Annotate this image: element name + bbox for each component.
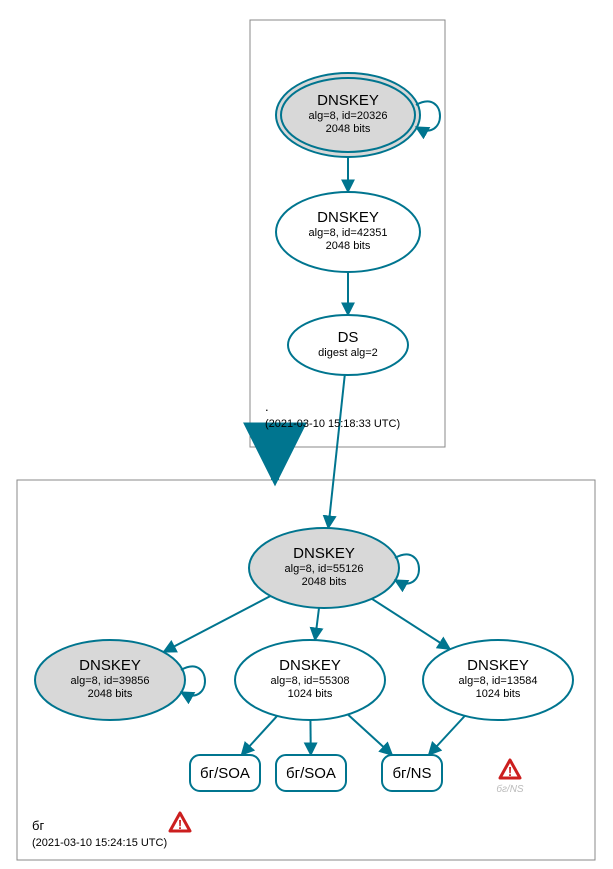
node-line2: alg=8, id=55308	[271, 675, 350, 687]
node-line2: alg=8, id=55126	[285, 563, 364, 575]
warning-mark: !	[178, 817, 182, 832]
node-line2: digest alg=2	[318, 347, 378, 359]
edge-zsk_child_c-rr_ns	[429, 716, 465, 755]
node-ds: DSdigest alg=2	[288, 315, 408, 375]
node-title: DNSKEY	[293, 545, 355, 562]
warning-mark: !	[508, 764, 512, 779]
node-title: DNSKEY	[79, 657, 141, 674]
warning-sub: бг/NS	[496, 783, 524, 795]
node-zsk_child_b: DNSKEYalg=8, id=553081024 bits	[235, 640, 385, 720]
node-title: DNSKEY	[317, 92, 379, 109]
node-line2: alg=8, id=20326	[309, 110, 388, 122]
edge-ds-ksk_child	[328, 375, 344, 528]
node-rr_soa1: бг/SOA	[190, 755, 260, 791]
node-rr_ns: бг/NS	[382, 755, 442, 791]
edge-ksk_child-zsk_child_c	[372, 599, 450, 649]
node-line3: 2048 bits	[302, 576, 347, 588]
node-title: DS	[338, 329, 359, 346]
node-line3: 2048 bits	[326, 240, 371, 252]
node-zsk_root: DNSKEYalg=8, id=423512048 bits	[276, 192, 420, 272]
node-line3: 2048 bits	[326, 123, 371, 135]
node-title: бг/SOA	[200, 765, 250, 782]
dnssec-diagram: DNSKEYalg=8, id=203262048 bitsDNSKEYalg=…	[0, 0, 613, 869]
edge-zsk_child_b-rr_soa1	[241, 716, 277, 755]
node-ksk_child: DNSKEYalg=8, id=551262048 bits	[249, 528, 419, 608]
node-rr_soa2: бг/SOA	[276, 755, 346, 791]
node-title: DNSKEY	[467, 657, 529, 674]
zone-child-ts: (2021-03-10 15:24:15 UTC)	[32, 837, 167, 849]
node-title: бг/SOA	[286, 765, 336, 782]
node-ksk_root: DNSKEYalg=8, id=203262048 bits	[276, 73, 440, 157]
zone-root-label: .	[265, 399, 269, 414]
node-line3: 1024 bits	[476, 688, 521, 700]
node-line3: 1024 bits	[288, 688, 333, 700]
warning-ns-icon: ! бг/NS	[496, 760, 524, 795]
zone-child-label: бг	[32, 818, 44, 833]
edge-zsk_child_b-rr_ns	[348, 715, 392, 755]
node-title: DNSKEY	[279, 657, 341, 674]
node-zsk_child_c: DNSKEYalg=8, id=135841024 bits	[423, 640, 573, 720]
node-line2: alg=8, id=13584	[459, 675, 538, 687]
node-line2: alg=8, id=42351	[309, 227, 388, 239]
node-zsk_child_a: DNSKEYalg=8, id=398562048 bits	[35, 640, 205, 720]
edge-ksk_child-zsk_child_b	[315, 608, 319, 640]
edge-ksk_child-zsk_child_a	[164, 596, 271, 652]
zone-root-ts: (2021-03-10 15:18:33 UTC)	[265, 418, 400, 430]
node-line3: 2048 bits	[88, 688, 133, 700]
node-line2: alg=8, id=39856	[71, 675, 150, 687]
warning-zone-icon: !	[170, 813, 190, 832]
node-title: бг/NS	[392, 765, 431, 782]
node-title: DNSKEY	[317, 209, 379, 226]
